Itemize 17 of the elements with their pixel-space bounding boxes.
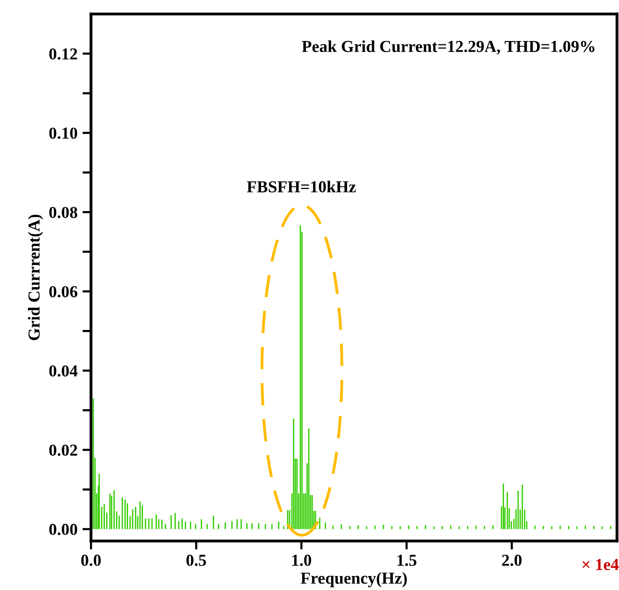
x-axis-title: Frequency(Hz): [300, 572, 407, 588]
y-tick-label: 0.04: [49, 365, 78, 377]
y-tick-label: 0.02: [49, 444, 78, 456]
y-tick-label: 0.08: [49, 206, 78, 218]
y-tick-label: 0.00: [49, 524, 78, 536]
y-tick-label: 0.10: [49, 128, 78, 139]
x-tick-label: 1.0: [292, 554, 312, 566]
x-tick-label: 0.5: [186, 554, 206, 566]
annotation: Peak Grid Current=12.29A, THD=1.09%: [302, 40, 594, 54]
x-tick-label: 0.0: [81, 554, 101, 566]
y-axis-title: Grid Currrent(A): [28, 214, 44, 340]
y-tick-label: 0.12: [49, 48, 78, 60]
x-tick-label: 1.5: [398, 554, 416, 566]
x-tick-label: 2.0: [502, 554, 522, 566]
text: × 1e4: [582, 559, 619, 570]
y-tick-label: 0.06: [49, 286, 78, 298]
annotation: FBSFH=10kHz: [246, 180, 356, 192]
